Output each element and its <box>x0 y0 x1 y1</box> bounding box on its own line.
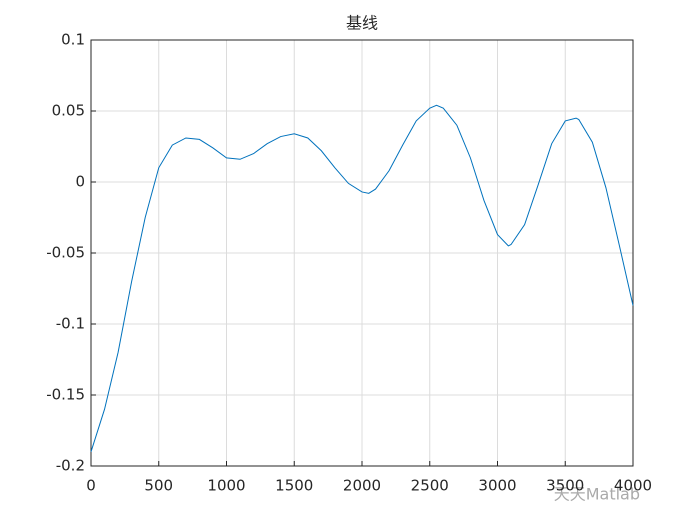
x-tick-label: 2500 <box>411 477 449 495</box>
y-tick-label: 0.1 <box>61 31 85 49</box>
x-tick-label: 500 <box>144 477 173 495</box>
y-tick-label: -0.1 <box>56 315 85 333</box>
x-tick-label: 2000 <box>343 477 381 495</box>
y-tick-label: -0.2 <box>56 457 85 475</box>
y-tick-label: 0 <box>75 173 85 191</box>
y-tick-label: -0.05 <box>46 244 85 262</box>
data-line <box>90 104 634 452</box>
plot-frame <box>90 39 634 467</box>
x-tick-label: 3500 <box>546 477 584 495</box>
y-tick-label: 0.05 <box>52 102 85 120</box>
x-tick-label: 1000 <box>207 477 245 495</box>
y-tick-label: -0.15 <box>46 386 85 404</box>
x-tick-label: 1500 <box>275 477 313 495</box>
x-tick-label: 4000 <box>614 477 652 495</box>
watermark: 天天Matlab <box>554 485 640 504</box>
x-tick-label: 3000 <box>478 477 516 495</box>
chart-title: 基线 <box>346 14 378 33</box>
x-tick-label: 0 <box>86 477 96 495</box>
